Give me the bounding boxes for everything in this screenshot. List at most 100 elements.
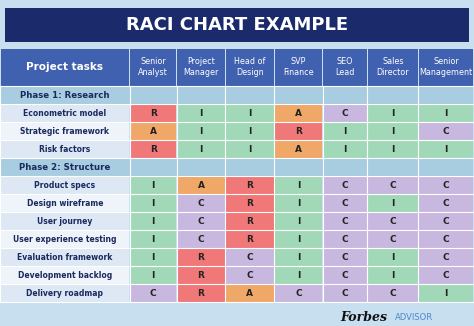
Text: C: C bbox=[342, 289, 348, 298]
Text: C: C bbox=[198, 234, 204, 244]
Text: C: C bbox=[246, 271, 253, 279]
Text: I: I bbox=[343, 126, 347, 136]
Bar bbox=[0, 266, 129, 284]
Bar bbox=[226, 230, 273, 247]
Bar bbox=[226, 248, 273, 265]
Bar bbox=[323, 49, 367, 85]
Text: I: I bbox=[297, 253, 300, 261]
Bar bbox=[274, 285, 322, 302]
Text: I: I bbox=[391, 271, 394, 279]
Bar bbox=[130, 213, 176, 230]
Text: I: I bbox=[445, 109, 448, 117]
Bar bbox=[130, 195, 176, 212]
Bar bbox=[130, 49, 176, 85]
Text: C: C bbox=[342, 271, 348, 279]
Bar bbox=[130, 176, 176, 194]
Text: R: R bbox=[198, 253, 204, 261]
Text: I: I bbox=[152, 199, 155, 208]
Bar bbox=[368, 213, 418, 230]
Text: I: I bbox=[248, 126, 251, 136]
Text: I: I bbox=[152, 253, 155, 261]
Text: C: C bbox=[390, 216, 396, 226]
Bar bbox=[226, 123, 273, 140]
Bar bbox=[368, 285, 418, 302]
Text: Strategic framework: Strategic framework bbox=[20, 126, 109, 136]
Bar bbox=[274, 123, 322, 140]
Text: I: I bbox=[297, 181, 300, 189]
Text: R: R bbox=[246, 199, 253, 208]
Bar bbox=[274, 176, 322, 194]
Text: Sales
Director: Sales Director bbox=[376, 57, 409, 77]
Text: Delivery roadmap: Delivery roadmap bbox=[27, 289, 103, 298]
Bar bbox=[177, 230, 225, 247]
Text: A: A bbox=[198, 181, 204, 189]
Bar bbox=[130, 230, 176, 247]
Bar bbox=[177, 266, 225, 284]
Bar bbox=[226, 49, 273, 85]
Text: R: R bbox=[150, 144, 157, 154]
Text: User experience testing: User experience testing bbox=[13, 234, 117, 244]
Bar bbox=[323, 123, 367, 140]
Text: A: A bbox=[246, 289, 253, 298]
Text: I: I bbox=[445, 144, 448, 154]
Bar bbox=[226, 266, 273, 284]
Bar bbox=[368, 141, 418, 157]
Bar bbox=[368, 176, 418, 194]
Bar bbox=[274, 266, 322, 284]
Text: C: C bbox=[390, 289, 396, 298]
Bar bbox=[274, 105, 322, 122]
Text: SVP
Finance: SVP Finance bbox=[283, 57, 314, 77]
Text: R: R bbox=[295, 126, 302, 136]
Text: C: C bbox=[342, 181, 348, 189]
Text: I: I bbox=[199, 144, 203, 154]
Bar bbox=[274, 141, 322, 157]
Bar bbox=[0, 195, 129, 212]
Bar bbox=[0, 49, 129, 85]
Text: I: I bbox=[391, 126, 394, 136]
Bar bbox=[323, 141, 367, 157]
Bar bbox=[226, 195, 273, 212]
Text: I: I bbox=[391, 109, 394, 117]
Bar bbox=[368, 266, 418, 284]
Bar bbox=[368, 195, 418, 212]
Bar bbox=[177, 195, 225, 212]
Text: I: I bbox=[152, 234, 155, 244]
Bar bbox=[419, 176, 474, 194]
Bar bbox=[177, 123, 225, 140]
Bar bbox=[177, 49, 225, 85]
Text: C: C bbox=[390, 234, 396, 244]
Bar bbox=[177, 248, 225, 265]
Bar bbox=[226, 213, 273, 230]
Bar bbox=[0, 176, 129, 194]
Bar bbox=[0, 105, 129, 122]
Text: C: C bbox=[342, 253, 348, 261]
Text: I: I bbox=[152, 181, 155, 189]
Text: I: I bbox=[152, 271, 155, 279]
Bar bbox=[274, 230, 322, 247]
Text: I: I bbox=[391, 253, 394, 261]
Bar bbox=[274, 213, 322, 230]
Bar bbox=[226, 176, 273, 194]
Bar bbox=[226, 141, 273, 157]
Text: C: C bbox=[198, 199, 204, 208]
Text: Phase 1: Research: Phase 1: Research bbox=[20, 91, 109, 99]
Text: C: C bbox=[198, 216, 204, 226]
Text: R: R bbox=[150, 109, 157, 117]
Bar bbox=[368, 49, 418, 85]
Text: Evaluation framework: Evaluation framework bbox=[17, 253, 113, 261]
Bar bbox=[130, 141, 176, 157]
Bar bbox=[323, 266, 367, 284]
Text: I: I bbox=[343, 144, 347, 154]
Bar bbox=[419, 49, 474, 85]
Bar bbox=[130, 285, 176, 302]
Text: A: A bbox=[295, 109, 302, 117]
Text: Senior
Analyst: Senior Analyst bbox=[138, 57, 168, 77]
Text: C: C bbox=[342, 199, 348, 208]
Bar bbox=[0, 86, 474, 103]
Bar bbox=[177, 176, 225, 194]
Text: I: I bbox=[391, 199, 394, 208]
Bar bbox=[130, 123, 176, 140]
Bar bbox=[0, 248, 129, 265]
Bar bbox=[226, 105, 273, 122]
Text: ADVISOR: ADVISOR bbox=[395, 313, 433, 322]
